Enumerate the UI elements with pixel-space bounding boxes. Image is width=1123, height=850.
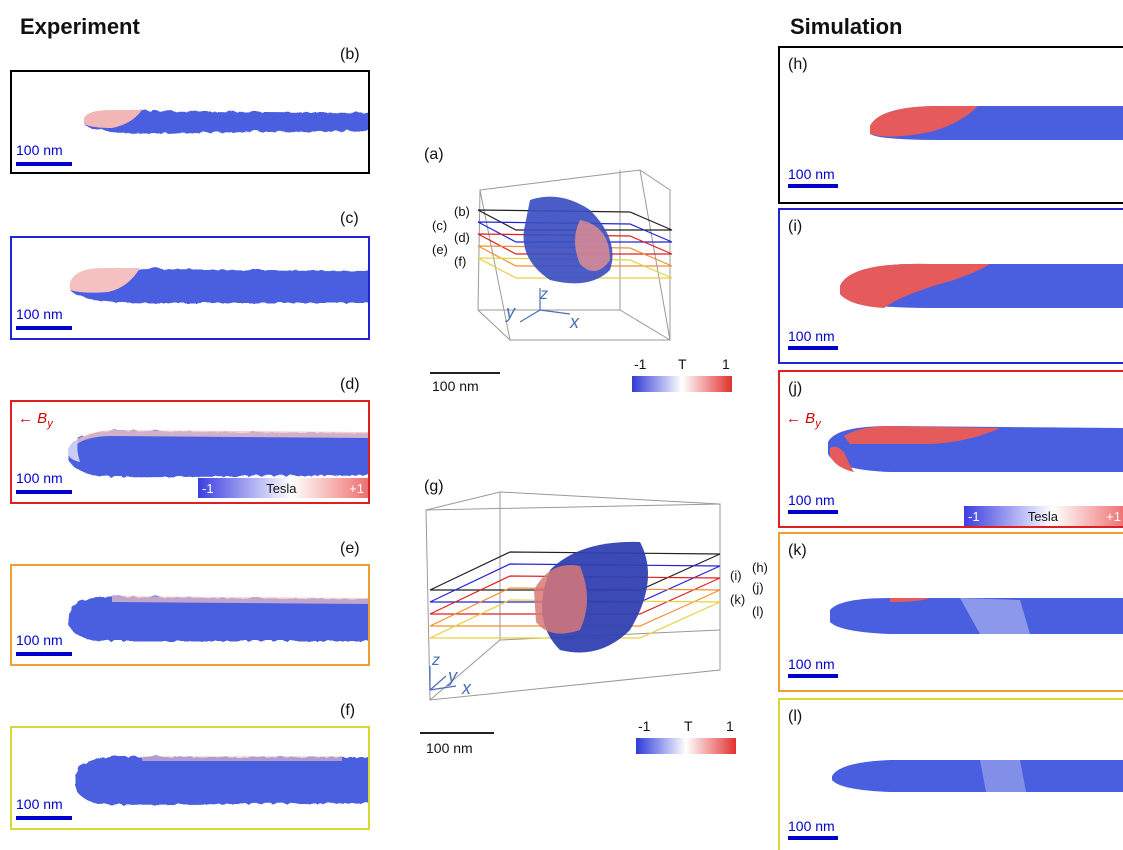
by-arrow-label-right: ← By: [786, 410, 821, 430]
colorbar-a-max: 1: [722, 356, 730, 372]
tesla-colorbar-right: -1 Tesla +1: [964, 506, 1123, 526]
tesla-colorbar-left: -1 Tesla +1: [198, 478, 368, 498]
simulation-heading: Simulation: [790, 14, 903, 39]
panel-label-f: (f): [340, 702, 356, 719]
panel-label-d: (d): [340, 376, 360, 393]
sim-map-i: [840, 263, 1123, 308]
colorbar-a-min: -1: [634, 356, 647, 372]
scalebar-a: [430, 372, 500, 374]
panel-label-k: (k): [788, 542, 807, 559]
sim-map-h: [870, 106, 1123, 140]
scalebar-k: [788, 674, 838, 678]
colorbar-min-right: -1: [968, 508, 980, 524]
slice-label-d: (d): [454, 230, 470, 245]
scalebar-l: [788, 836, 838, 840]
axis-y-g: y: [448, 666, 457, 686]
axis-z-a: z: [540, 286, 548, 303]
axis-y-a: y: [506, 302, 515, 322]
scalebar-b: [16, 162, 72, 166]
reconstruction-3d-a: [477, 169, 673, 341]
field-map-c: [70, 268, 368, 302]
scalebar-text-e: 100 nm: [16, 632, 63, 648]
simulation-panel-i: (i) 100 nm: [778, 208, 1123, 364]
colorbar-max-right: +1: [1106, 508, 1121, 524]
scalebar-f: [16, 816, 72, 820]
slice-label-k: (k): [730, 592, 746, 607]
experiment-panel-b: [10, 70, 370, 174]
scalebar-text-b: 100 nm: [16, 142, 63, 158]
slice-label-c: (c): [432, 218, 448, 233]
scalebar-text-k: 100 nm: [788, 656, 835, 672]
sim-map-l: [832, 760, 1123, 792]
experiment-panel-f: [10, 726, 370, 830]
scalebar-text-g: 100 nm: [426, 740, 473, 756]
scalebar-text-l: 100 nm: [788, 818, 835, 834]
panel-label-e: (e): [340, 540, 360, 557]
panel-label-l: (l): [788, 708, 803, 725]
field-map-d: [68, 430, 368, 476]
colorbar-g-min: -1: [638, 718, 651, 734]
scalebar-d: [16, 490, 72, 494]
reconstruction-3d-g: [425, 491, 721, 701]
scalebar-text-c: 100 nm: [16, 306, 63, 322]
field-map-e: [68, 596, 368, 640]
colorbar-a: [632, 376, 732, 392]
slice-label-j: (j): [752, 580, 764, 595]
experiment-panel-d: [10, 400, 370, 504]
scalebar-text-a: 100 nm: [432, 378, 479, 394]
experiment-heading: Experiment: [20, 14, 140, 39]
by-arrow-label-left: ← By: [18, 410, 53, 430]
panel-label-h: (h): [788, 56, 808, 73]
colorbar-a-mid: T: [678, 356, 687, 372]
scalebar-text-i: 100 nm: [788, 328, 835, 344]
scalebar-text-j: 100 nm: [788, 492, 835, 508]
slice-label-l: (l): [752, 604, 764, 619]
scalebar-c: [16, 326, 72, 330]
scalebar-e: [16, 652, 72, 656]
scalebar-g: [420, 732, 494, 734]
axis-z-g: z: [432, 652, 440, 669]
scalebar-h: [788, 184, 838, 188]
scalebar-text-d: 100 nm: [16, 470, 63, 486]
slice-label-i: (i): [730, 568, 742, 583]
slice-label-e: (e): [432, 242, 448, 257]
panel-label-g: (g): [424, 478, 444, 495]
panel-label-c: (c): [340, 210, 359, 227]
colorbar-g-mid: T: [684, 718, 693, 734]
panel-label-b: (b): [340, 46, 360, 63]
slice-label-h: (h): [752, 560, 768, 575]
colorbar-g: [636, 738, 736, 754]
field-map-f: [74, 756, 368, 804]
simulation-panel-l: (l) 100 nm: [778, 698, 1123, 850]
scalebar-text-f: 100 nm: [16, 796, 63, 812]
colorbar-max-left: +1: [349, 480, 364, 496]
slice-label-f: (f): [454, 254, 467, 269]
simulation-panel-h: (h) 100 nm: [778, 46, 1123, 204]
simulation-panel-k: (k) 100 nm: [778, 532, 1123, 692]
scalebar-j: [788, 510, 838, 514]
sim-map-k: [830, 598, 1123, 634]
simulation-panel-j: (j) ← By 100 nm -1 Tesla +1: [778, 370, 1123, 528]
axis-x-a: x: [570, 312, 579, 332]
field-map-b: [84, 110, 368, 132]
panel-label-a: (a): [424, 146, 444, 163]
scalebar-text-h: 100 nm: [788, 166, 835, 182]
colorbar-label-left: Tesla: [266, 480, 297, 496]
colorbar-min-left: -1: [202, 480, 214, 496]
colorbar-label-right: Tesla: [1027, 508, 1059, 524]
scalebar-i: [788, 346, 838, 350]
panel-label-j: (j): [788, 380, 803, 397]
experiment-panel-c: [10, 236, 370, 340]
sim-map-j: [828, 426, 1123, 472]
slice-label-b: (b): [454, 204, 470, 219]
experiment-panel-e: [10, 564, 370, 666]
axis-x-g: x: [462, 678, 471, 698]
panel-label-i: (i): [788, 218, 803, 235]
colorbar-g-max: 1: [726, 718, 734, 734]
